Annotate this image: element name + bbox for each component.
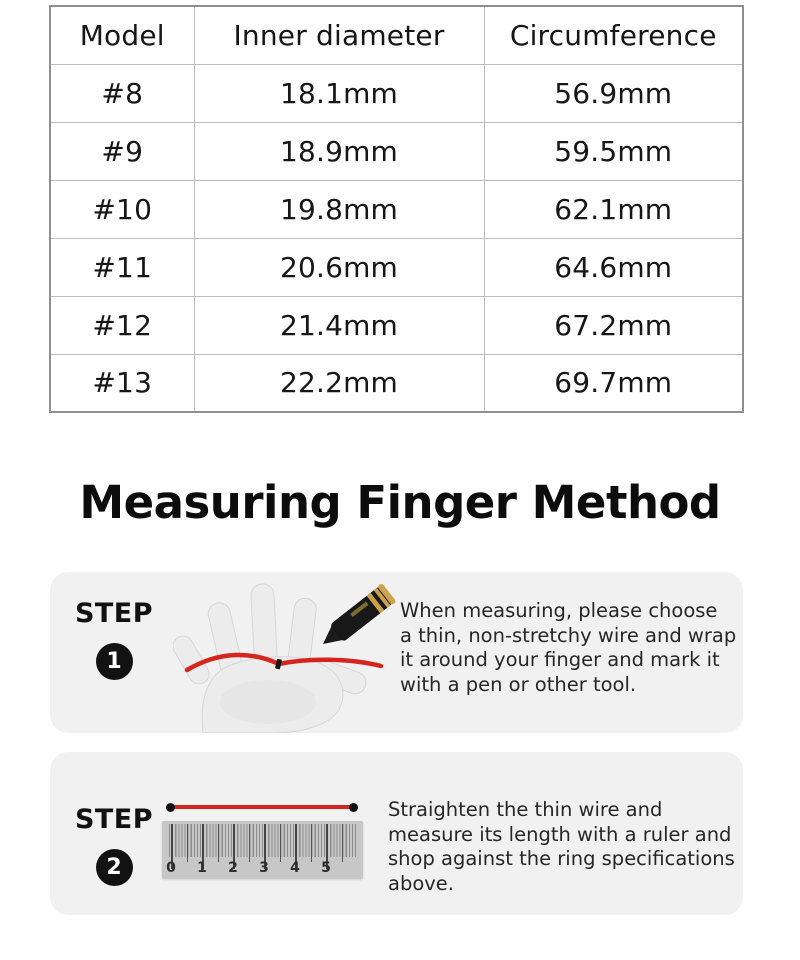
table-cell-circumference: 67.2mm bbox=[483, 295, 744, 355]
ruler-tick bbox=[171, 824, 173, 869]
ruler-half-tick bbox=[186, 824, 188, 862]
marker-pen-icon bbox=[323, 584, 396, 644]
ruler-half-tick bbox=[341, 824, 343, 862]
instruction-line: When measuring, please choose bbox=[400, 599, 718, 622]
instruction-line: a thin, non-stretchy wire and wrap bbox=[400, 623, 737, 647]
table-cell-model: #12 bbox=[49, 295, 195, 355]
table-cell-circumference: 62.1mm bbox=[483, 179, 744, 239]
step-2-number-badge: 2 bbox=[95, 849, 133, 886]
header-cell-circumference: Circumference bbox=[483, 5, 744, 65]
table-row: #11 20.6mm 64.6mm bbox=[49, 237, 744, 297]
table-cell-diameter: 22.2mm bbox=[193, 353, 485, 413]
table-row: #9 18.9mm 59.5mm bbox=[49, 121, 744, 181]
table-cell-diameter: 21.4mm bbox=[193, 295, 485, 355]
instruction-line: it around your finger and mark it bbox=[400, 648, 720, 671]
step-1-header: STEP 1 bbox=[72, 598, 156, 680]
step-2-instructions: Straighten the thin wire and measure its… bbox=[388, 798, 735, 896]
table-cell-diameter: 18.9mm bbox=[193, 121, 485, 181]
step-2-header: STEP 2 bbox=[72, 804, 156, 886]
table-header-row: Model Inner diameter Circumference bbox=[49, 5, 744, 65]
instruction-line: above. bbox=[388, 871, 454, 895]
hand-with-marker-illustration bbox=[173, 583, 396, 733]
table-cell-circumference: 69.7mm bbox=[483, 353, 744, 413]
instruction-line: measure its length with a ruler and bbox=[388, 822, 732, 846]
table-row: #10 19.8mm 62.1mm bbox=[49, 179, 744, 239]
table-row: #13 22.2mm 69.7mm bbox=[49, 353, 744, 413]
ruler-tick bbox=[202, 824, 204, 869]
instruction-line: with a pen or other tool. bbox=[400, 672, 637, 696]
ruler-half-tick bbox=[217, 824, 219, 862]
ruler-half-tick bbox=[279, 824, 281, 862]
step-1-instructions: When measuring, please choose a thin, no… bbox=[400, 599, 736, 697]
palm-shading bbox=[220, 680, 316, 724]
header-cell-model: Model bbox=[49, 5, 195, 65]
table-row: #8 18.1mm 56.9mm bbox=[49, 63, 744, 123]
step-2-card: STEP 2 0 1 2 3 bbox=[50, 752, 743, 915]
ruler-tick bbox=[264, 824, 266, 869]
step-label: STEP bbox=[74, 598, 154, 629]
ruler-number: 2 bbox=[228, 860, 238, 876]
table-cell-diameter: 20.6mm bbox=[193, 237, 485, 297]
table-cell-diameter: 19.8mm bbox=[193, 179, 485, 239]
ruler: 0 1 2 3 4 5 bbox=[162, 821, 363, 879]
ruler-half-tick bbox=[248, 824, 250, 862]
wire-and-ruler-illustration: 0 1 2 3 4 5 bbox=[162, 796, 368, 892]
ruler-tick bbox=[295, 824, 297, 869]
ruler-number: 3 bbox=[259, 860, 269, 876]
ring-size-table: Model Inner diameter Circumference #8 18… bbox=[49, 5, 744, 413]
table-row: #12 21.4mm 67.2mm bbox=[49, 295, 744, 355]
header-cell-inner-diameter: Inner diameter bbox=[193, 5, 485, 65]
step-1-card: STEP 1 bbox=[50, 572, 743, 733]
ruler-tick bbox=[233, 824, 235, 869]
ruler-number: 1 bbox=[197, 860, 207, 876]
instruction-line: Straighten the thin wire and bbox=[388, 798, 663, 821]
straightened-wire-line bbox=[166, 802, 358, 812]
step-1-number-badge: 1 bbox=[95, 643, 133, 680]
step-label: STEP bbox=[74, 804, 154, 835]
ruler-half-tick bbox=[310, 824, 312, 862]
ruler-number: 4 bbox=[290, 860, 300, 876]
table-cell-diameter: 18.1mm bbox=[193, 63, 485, 123]
table-cell-circumference: 59.5mm bbox=[483, 121, 744, 181]
table-cell-model: #13 bbox=[49, 353, 195, 413]
ruler-tick bbox=[326, 824, 328, 869]
table-cell-model: #10 bbox=[49, 179, 195, 239]
ruler-number: 0 bbox=[166, 860, 176, 876]
wire-mark bbox=[275, 658, 282, 670]
table-cell-model: #11 bbox=[49, 237, 195, 297]
ruler-number: 5 bbox=[321, 860, 331, 876]
page-title: Measuring Finger Method bbox=[79, 476, 721, 529]
table-cell-model: #9 bbox=[49, 121, 195, 181]
instruction-line: shop against the ring specifications bbox=[388, 847, 735, 870]
pinky-finger bbox=[173, 635, 210, 685]
table-cell-circumference: 56.9mm bbox=[483, 63, 744, 123]
table-cell-circumference: 64.6mm bbox=[483, 237, 744, 297]
table-cell-model: #8 bbox=[49, 63, 195, 123]
